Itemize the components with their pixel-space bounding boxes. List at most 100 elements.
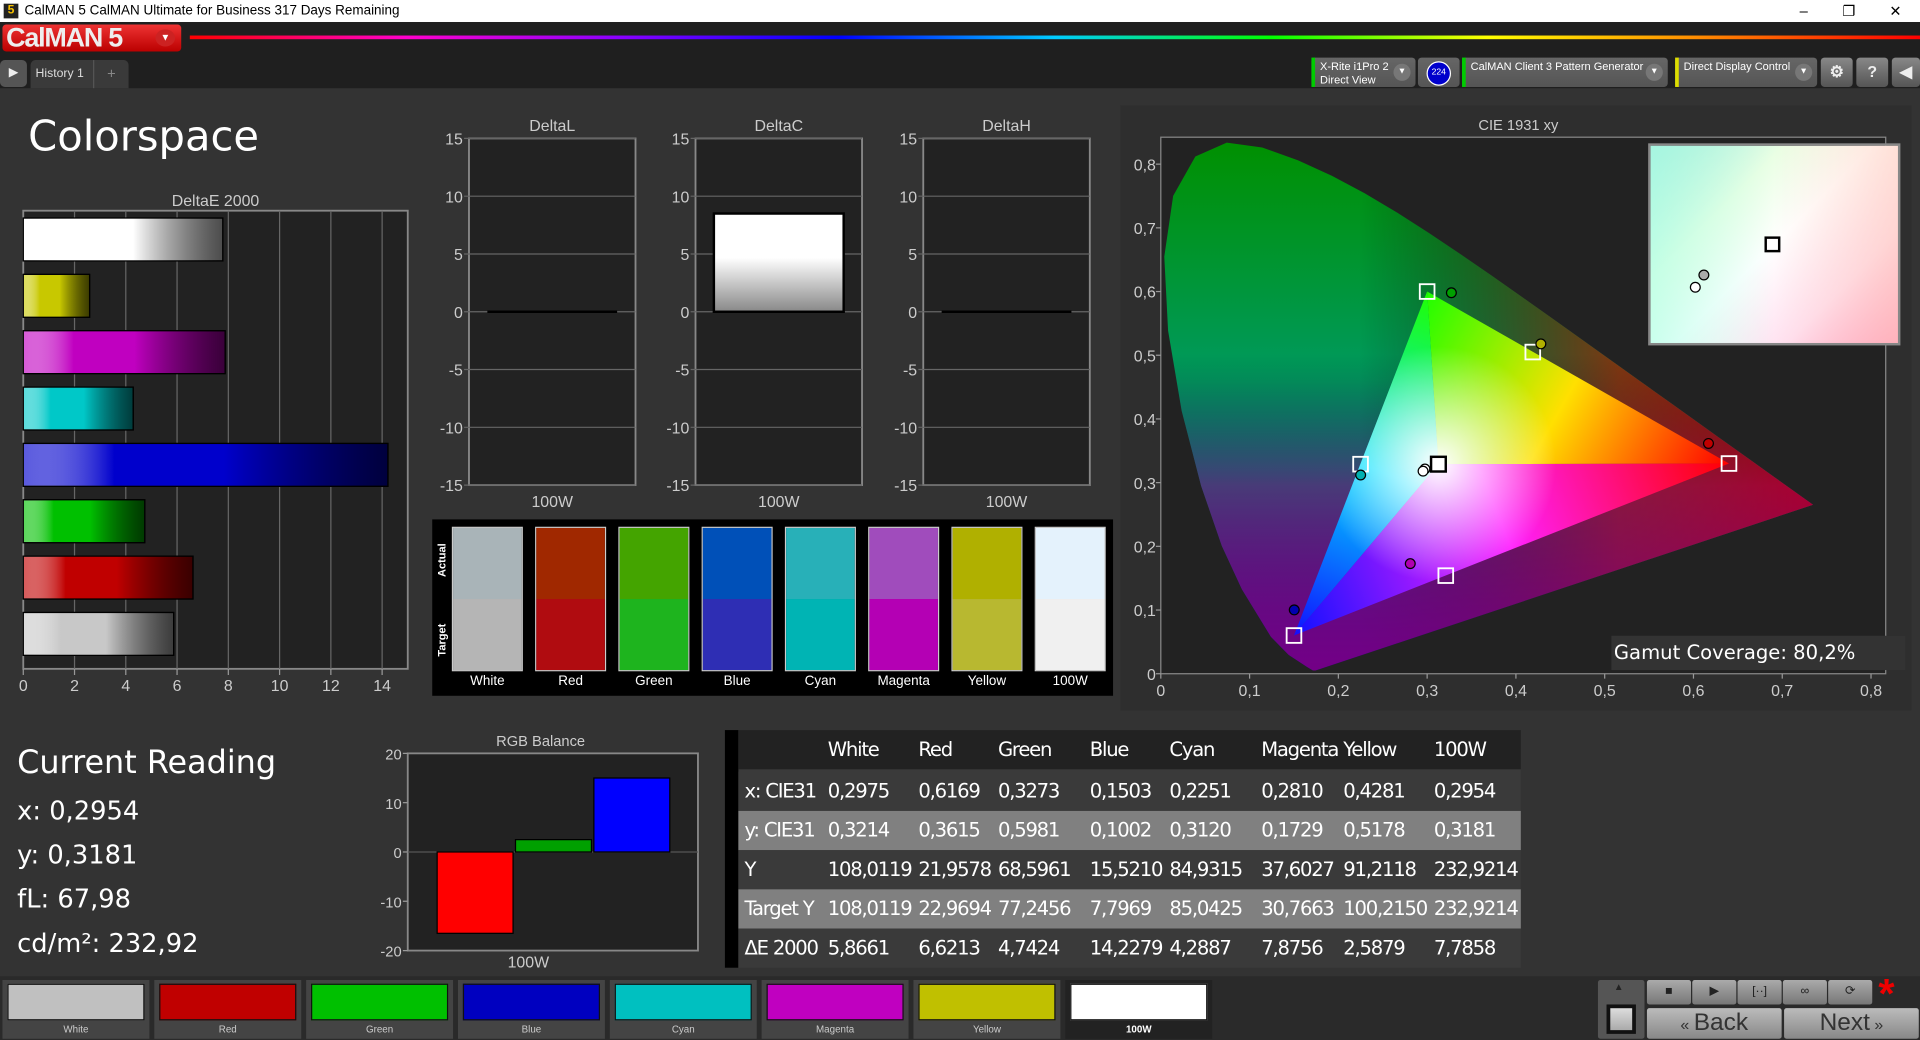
display-control-selector[interactable]: Direct Display Control ▼ xyxy=(1675,57,1818,87)
tick-label: 10 xyxy=(445,189,463,206)
display-label: Direct Display Control xyxy=(1683,60,1791,73)
table-cell: 7,7858 xyxy=(1433,935,1496,960)
swatch-actual xyxy=(952,527,1022,600)
chevron-down-icon[interactable]: ▼ xyxy=(1393,63,1411,81)
tick-label: 5 xyxy=(454,247,463,264)
y-tick-label: 0,3 xyxy=(1134,476,1156,493)
table-cell: Y xyxy=(744,857,756,881)
table-cell: 91,2118 xyxy=(1343,857,1417,881)
gamut-coverage: Gamut Coverage: 80,2% xyxy=(1611,635,1906,671)
patch-color xyxy=(159,983,297,1021)
swatch-actual xyxy=(869,527,938,600)
tick-label: -20 xyxy=(380,945,401,961)
back-button[interactable]: « Back xyxy=(1646,1008,1782,1039)
meter-badge[interactable]: 224 xyxy=(1426,61,1452,86)
y-tick-label: 0,2 xyxy=(1134,539,1156,556)
chart-title: RGB Balance xyxy=(496,734,585,750)
tick-label: -5 xyxy=(675,363,689,380)
chevron-down-icon[interactable]: ▼ xyxy=(1795,63,1813,81)
minimize-button[interactable]: – xyxy=(1799,2,1808,20)
close-button[interactable]: ✕ xyxy=(1889,2,1902,20)
read-series-icon[interactable]: [··] xyxy=(1737,979,1782,1005)
patch-cyan-button[interactable]: Cyan xyxy=(609,979,757,1039)
restore-button[interactable]: ❐ xyxy=(1842,2,1856,20)
table-cell: 5,8661 xyxy=(827,935,890,960)
meter-selector[interactable]: X-Rite i1Pro 2 Direct View ▼ xyxy=(1311,57,1416,87)
collapse-icon[interactable]: ◀ xyxy=(1891,57,1920,87)
tick-label: -10 xyxy=(440,420,463,437)
tick-label: -10 xyxy=(894,420,917,437)
window-title: CalMAN 5 CalMAN Ultimate for Business 31… xyxy=(24,3,400,19)
tick-label: 0 xyxy=(19,678,28,695)
x-tick-label: 0,4 xyxy=(1505,683,1527,700)
target-white-marker xyxy=(1429,455,1447,473)
stop-icon[interactable]: ■ xyxy=(1646,979,1692,1005)
chevron-down-icon[interactable]: ▼ xyxy=(1645,63,1663,81)
tick-label: 15 xyxy=(899,132,917,149)
next-button[interactable]: Next » xyxy=(1784,1008,1919,1039)
patch-label: Magenta xyxy=(816,1024,855,1036)
target-blue-marker xyxy=(1285,627,1303,644)
patch-magenta-button[interactable]: Magenta xyxy=(761,979,909,1039)
patch-green-button[interactable]: Green xyxy=(306,979,454,1039)
y-tick-label: 0,1 xyxy=(1134,603,1156,620)
category-label: 100W xyxy=(531,494,573,511)
calman-logo-menu[interactable]: CalMAN 5 xyxy=(2,24,182,52)
add-tab-button[interactable]: + xyxy=(93,60,129,89)
tick-label: 0 xyxy=(908,305,917,322)
continuous-icon[interactable]: ∞ xyxy=(1782,979,1827,1005)
patch-color xyxy=(462,983,601,1021)
table-row: ΔE 2000 5,8661 6,6213 4,7424 14,2279 4,2887 7,… xyxy=(738,928,1521,968)
table-cell: 0,3120 xyxy=(1169,818,1231,842)
table-cell: 30,7663 xyxy=(1261,896,1335,920)
chevron-down-icon[interactable]: ▼ xyxy=(155,29,176,47)
table-cell: 232,9214 xyxy=(1433,896,1519,920)
table-row: x: CIE31 0,2975 0,6169 0,3273 0,1503 0,2251 0,… xyxy=(738,771,1521,811)
tick-label: 0 xyxy=(393,846,401,862)
table-cell: 0,3181 xyxy=(1433,818,1496,842)
patch-label: Blue xyxy=(521,1024,542,1036)
tick-label: -10 xyxy=(666,420,689,437)
swatch-toggle[interactable]: ▲ xyxy=(1597,979,1645,1039)
refresh-icon[interactable]: ⟳ xyxy=(1828,979,1873,1005)
patch-100w-button[interactable]: 100W xyxy=(1065,979,1213,1039)
chevron-double-left-icon: « xyxy=(1680,1015,1694,1034)
table-cell: 15,5210 xyxy=(1089,857,1164,881)
tick-label: 0 xyxy=(681,305,690,322)
column-header: Yellow xyxy=(1343,737,1397,761)
play-workflow-button[interactable]: ▶ xyxy=(0,60,27,87)
tab-history-1[interactable]: History 1 xyxy=(30,60,129,89)
play-icon[interactable]: ▶ xyxy=(1692,979,1737,1005)
rgb-balance-chart: RGB Balance 20 10 0 -10 -20 100W xyxy=(380,734,699,972)
table-cell: 0,2975 xyxy=(827,779,890,803)
patch-red-button[interactable]: Red xyxy=(154,979,302,1039)
table-cell: 21,9578 xyxy=(918,857,992,881)
x-tick-label: 0 xyxy=(1156,683,1165,700)
table-cell: 0,6169 xyxy=(918,779,980,803)
meter-mode: Direct View xyxy=(1320,73,1376,86)
swatch-target xyxy=(869,599,938,671)
patch-blue-button[interactable]: Blue xyxy=(457,979,605,1039)
pattern-generator-selector[interactable]: CalMAN Client 3 Pattern Generator ▼ xyxy=(1462,57,1668,87)
swatch-100w xyxy=(1034,526,1106,672)
swatch-target xyxy=(786,599,855,671)
patch-yellow-button[interactable]: Yellow xyxy=(913,979,1061,1039)
swatch-target xyxy=(619,599,689,671)
gear-icon[interactable]: ⚙ xyxy=(1820,57,1853,87)
reading-fl: fL: 67,98 xyxy=(17,884,131,914)
patch-white-button[interactable]: White xyxy=(2,979,150,1039)
chevron-up-icon[interactable]: ▲ xyxy=(1613,981,1624,993)
tick-label: 15 xyxy=(445,132,463,149)
tick-label: 5 xyxy=(681,247,690,264)
bar-shade xyxy=(22,217,224,262)
blue-balance-bar xyxy=(593,777,671,853)
measured-blue-point xyxy=(1288,604,1300,616)
patch-color xyxy=(7,983,145,1021)
swatch-actual xyxy=(786,527,855,600)
help-icon[interactable]: ? xyxy=(1856,57,1889,87)
measured-magenta-point xyxy=(1404,558,1416,570)
swatch-label: Yellow xyxy=(967,673,1007,689)
bar-shade xyxy=(22,611,175,656)
pattern-label: CalMAN Client 3 Pattern Generator xyxy=(1470,60,1644,73)
